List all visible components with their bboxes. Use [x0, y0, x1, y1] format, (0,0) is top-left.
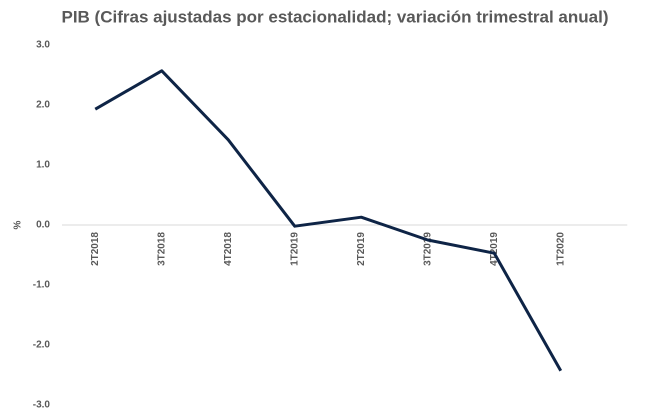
- x-tick-label: 2T2018: [90, 232, 101, 266]
- x-tick-label: 3T2019: [422, 232, 433, 266]
- y-tick-label: 2.0: [36, 100, 50, 111]
- x-tick-label: 2T2019: [356, 232, 367, 266]
- y-tick-label: -2.0: [33, 340, 51, 351]
- x-tick-label: 1T2019: [289, 232, 300, 266]
- chart-title: PIB (Cifras ajustadas por estacionalidad…: [61, 7, 608, 26]
- y-tick-label: -3.0: [33, 400, 51, 411]
- y-tick-label: 1.0: [36, 160, 50, 171]
- y-tick-label: 3.0: [36, 40, 50, 51]
- x-tick-label: 3T2018: [156, 232, 167, 266]
- data-line: [94, 69, 563, 372]
- y-tick-label: -1.0: [33, 280, 51, 291]
- x-tick-label: 4T2018: [223, 232, 234, 266]
- x-tick-label: 1T2020: [555, 232, 566, 266]
- y-axis-label: %: [13, 220, 24, 229]
- y-tick-label: 0.0: [36, 220, 50, 231]
- x-tick-label: 4T2019: [489, 232, 500, 266]
